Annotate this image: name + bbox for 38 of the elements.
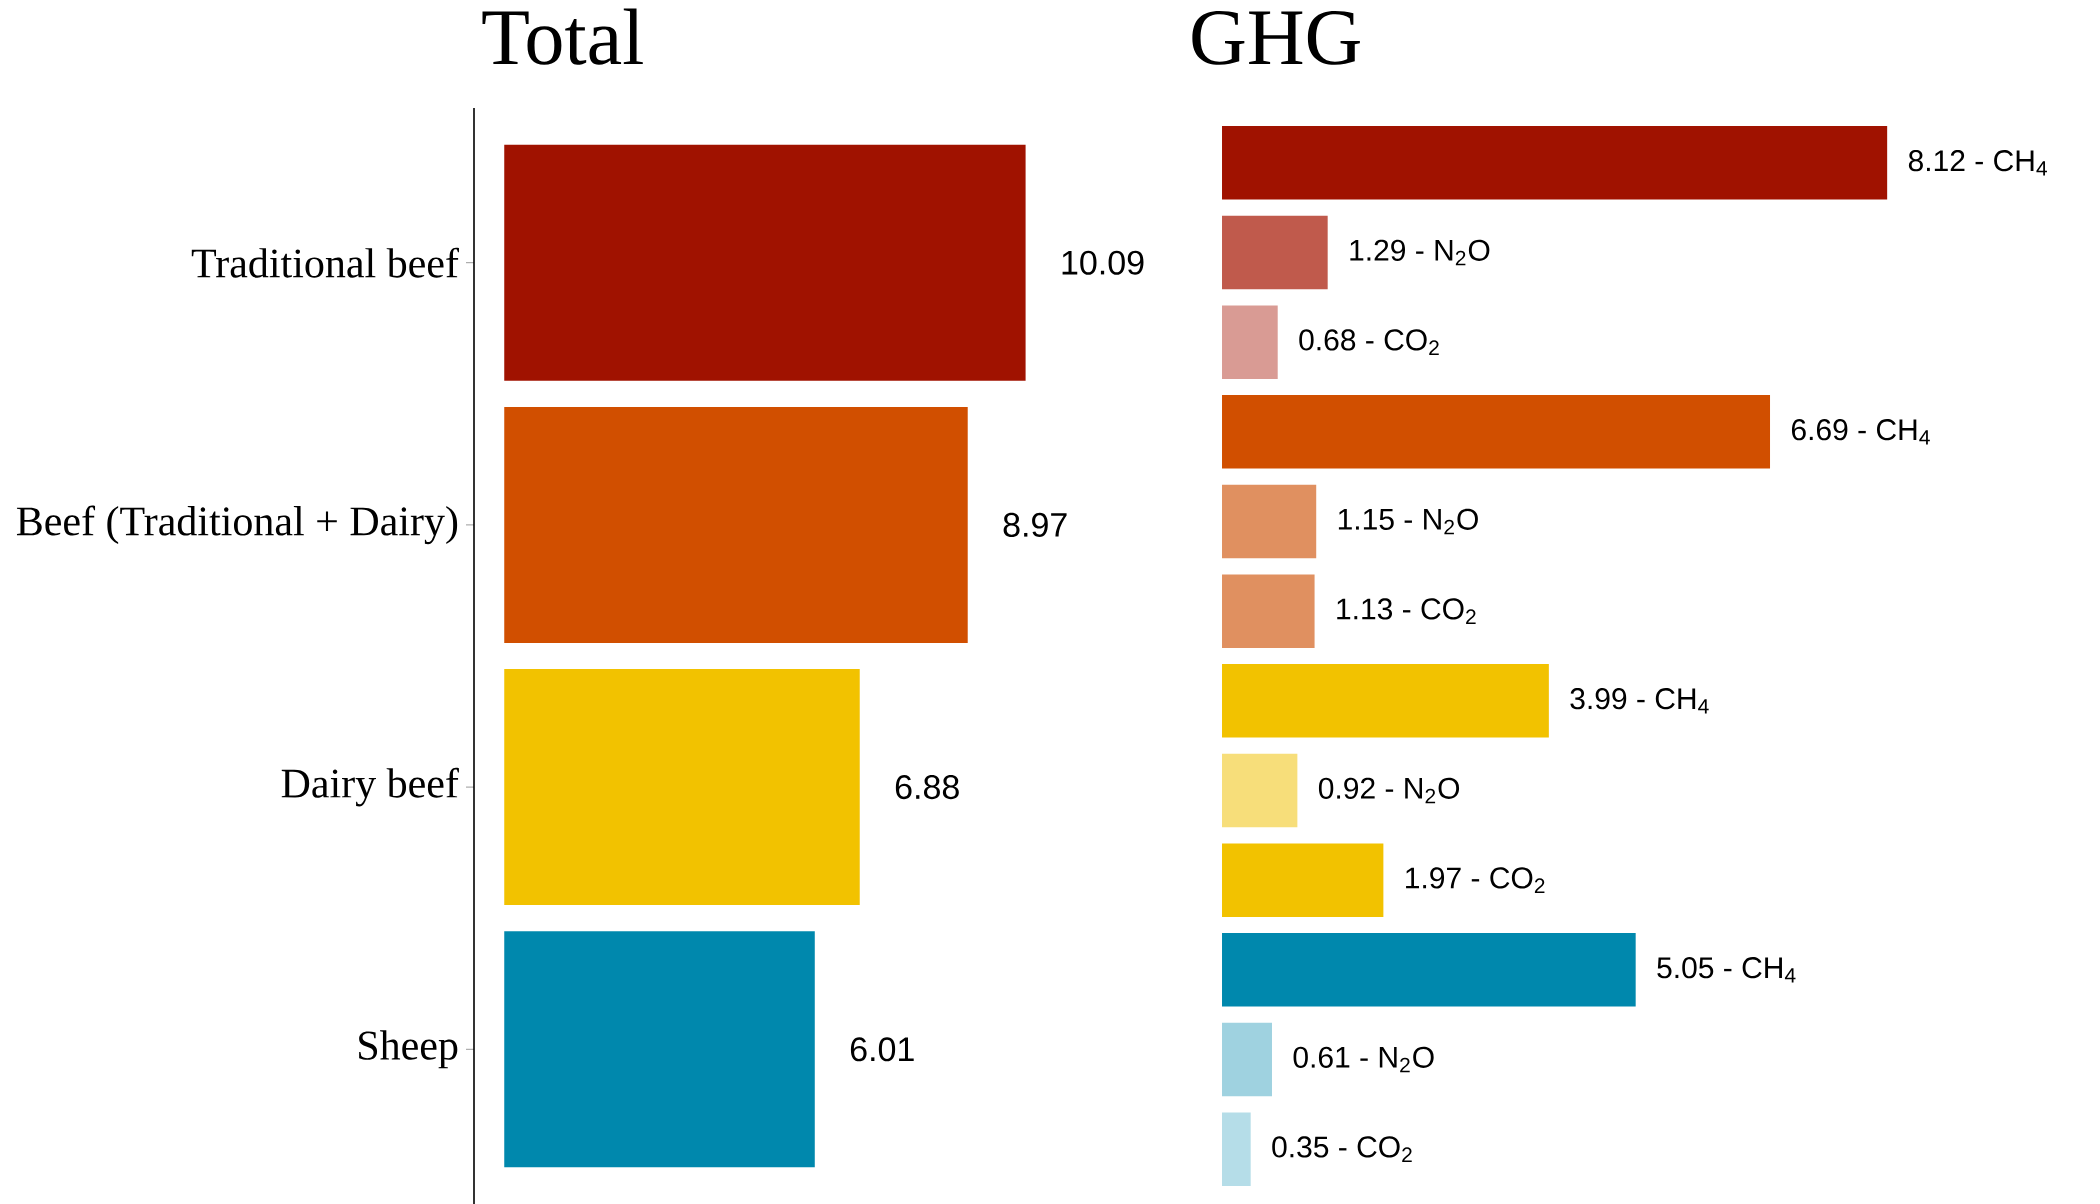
bar: [1222, 753, 1298, 828]
data-label: 8.12 - CH$_{4}$: [1908, 150, 2047, 176]
bar: [1222, 1022, 1272, 1097]
data-label: 0.61 - N$_{2}$O: [1293, 1046, 1434, 1073]
y-tick-label: Dairy beef: [281, 767, 459, 807]
data-label: 6.01: [850, 1037, 914, 1062]
data-label: 10.09: [1062, 250, 1144, 275]
chart-title: Total: [482, 8, 643, 65]
bar: [504, 144, 1026, 381]
bar: [1222, 664, 1549, 738]
bar: [1222, 484, 1317, 559]
data-label: 1.15 - N$_{2}$O: [1338, 508, 1478, 535]
data-label: 1.97 - CO$_{2}$: [1406, 867, 1545, 894]
data-label: 6.88: [895, 775, 959, 800]
y-tick-label: Traditional beef: [191, 247, 459, 278]
bar: [1222, 843, 1384, 917]
bar: [1222, 305, 1278, 379]
bar: [504, 669, 860, 906]
data-label: 5.05 - CH$_{4}$: [1657, 957, 1796, 983]
bar: [1222, 215, 1328, 290]
bar: [1222, 1112, 1251, 1186]
data-label: 6.69 - CH$_{4}$: [1791, 419, 1930, 445]
bar: [504, 931, 815, 1168]
y-tick-label: Beef (Traditional + Dairy): [16, 505, 458, 545]
data-label: 1.13 - CO$_{2}$: [1337, 598, 1476, 625]
data-label: 0.68 - CO$_{2}$: [1299, 329, 1439, 356]
data-label: 1.29 - N$_{2}$O: [1350, 239, 1490, 266]
data-label: 3.99 - CH$_{4}$: [1570, 688, 1709, 714]
data-label: 8.97: [1003, 512, 1067, 537]
bar: [504, 406, 968, 643]
bar: [1222, 933, 1636, 1007]
bar: [1222, 395, 1771, 469]
y-tick-label: Sheep: [359, 1030, 458, 1069]
bar: [1222, 126, 1888, 200]
chart-title: GHG: [1192, 11, 1360, 65]
bar: [1222, 574, 1315, 648]
data-label: 0.35 - CO$_{2}$: [1272, 1136, 1412, 1163]
data-label: 0.92 - N$_{2}$O: [1318, 777, 1460, 804]
